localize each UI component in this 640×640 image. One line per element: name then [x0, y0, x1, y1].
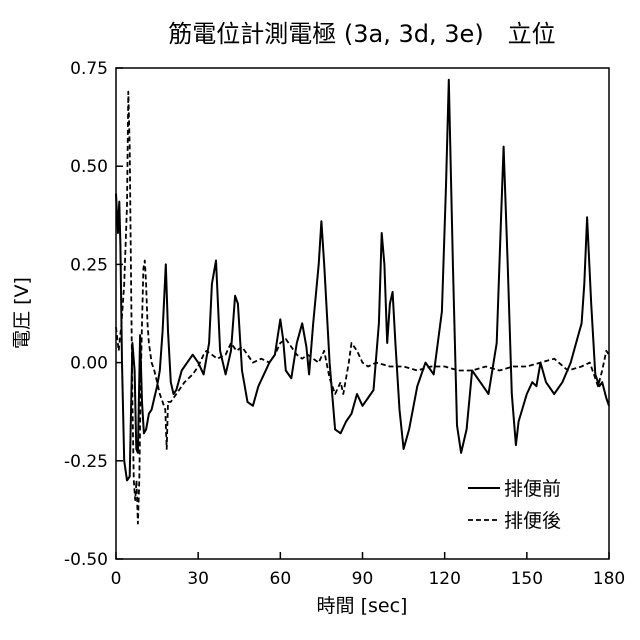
x-tick-label: 90: [352, 569, 374, 589]
x-tick-label: 120: [428, 569, 460, 589]
y-tick-label: 0.00: [70, 354, 108, 374]
x-tick-label: 0: [111, 569, 122, 589]
legend-label-after: 排便後: [504, 510, 561, 532]
y-axis: -0.50 -0.25 0.00 0.25 0.50 0.75: [64, 59, 123, 570]
x-tick-label: 150: [511, 569, 543, 589]
y-tick-label: -0.50: [64, 550, 108, 570]
x-axis: 0 30 60 90 120 150 180: [111, 552, 626, 589]
y-tick-label: -0.25: [64, 452, 108, 472]
x-tick-label: 30: [187, 569, 209, 589]
series-line-after: [116, 92, 609, 524]
x-axis-title: 時間 [sec]: [317, 595, 408, 617]
y-tick-label: 0.75: [70, 59, 108, 79]
y-tick-label: 0.25: [70, 255, 108, 275]
series-line-before: [116, 80, 609, 481]
legend: 排便前 排便後: [468, 478, 561, 532]
legend-label-before: 排便前: [504, 478, 561, 500]
x-tick-label: 60: [270, 569, 292, 589]
series-layer: [116, 80, 609, 524]
y-axis-title: 電圧 [V]: [11, 277, 33, 349]
x-tick-label: 180: [593, 569, 625, 589]
y-tick-label: 0.50: [70, 157, 108, 177]
chart-title: 筋電位計測電極 (3a, 3d, 3e) 立位: [168, 20, 555, 48]
